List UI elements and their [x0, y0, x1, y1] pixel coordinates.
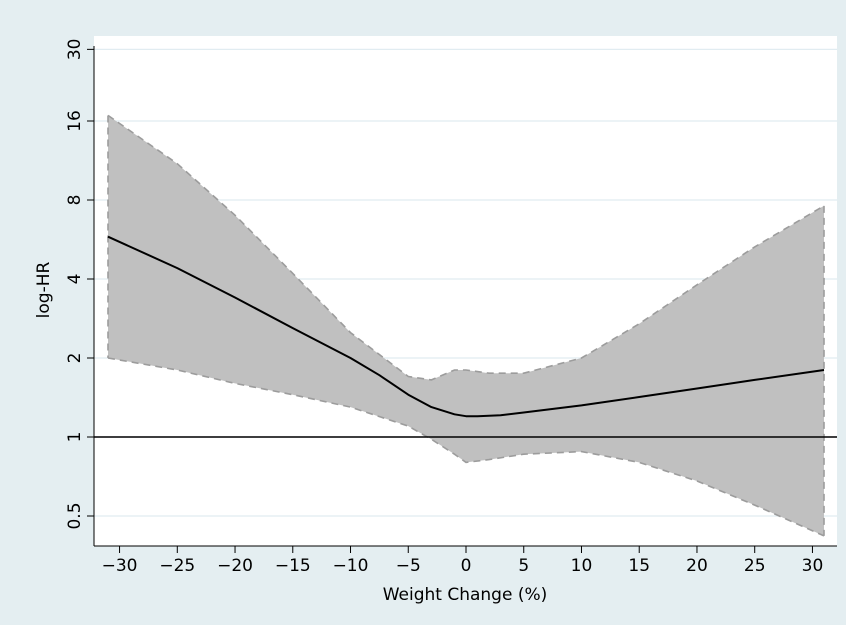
x-tick-label: −20 — [217, 556, 253, 576]
y-tick-label: 8 — [65, 195, 85, 206]
x-tick-label: 15 — [628, 556, 650, 576]
x-tick-label: 0 — [461, 556, 472, 576]
y-tick-label: 2 — [65, 353, 85, 364]
ci-band-fill — [108, 115, 824, 536]
x-axis-label: Weight Change (%) — [383, 585, 548, 605]
axes: 0.5 1 2 4 8 16 30 −30 −25 −20 −15 −10 −5 0 5 10 15 20 25 30 — [65, 39, 837, 576]
y-tick-label: 0.5 — [65, 502, 85, 529]
x-tick-label: −10 — [333, 556, 369, 576]
x-tick-label: 30 — [802, 556, 824, 576]
x-tick-label: 10 — [571, 556, 593, 576]
x-tick-label: −15 — [275, 556, 311, 576]
ci-lower-line — [107, 357, 825, 537]
y-tick-label: 1 — [65, 432, 85, 443]
y-tick-label: 4 — [65, 274, 85, 285]
x-tick-label: −25 — [159, 556, 195, 576]
x-tick-label: −5 — [396, 556, 421, 576]
x-tick-label: 20 — [686, 556, 708, 576]
x-tick-label: 25 — [744, 556, 766, 576]
estimate-line-group — [107, 235, 825, 418]
estimate-line — [107, 235, 825, 418]
ci-upper-line — [107, 114, 825, 381]
y-axis-label: log-HR — [34, 261, 54, 318]
x-tick-label: 5 — [518, 556, 529, 576]
y-tick-label: 16 — [65, 110, 85, 132]
y-tick-label: 30 — [65, 39, 85, 61]
x-tick-label: −30 — [102, 556, 138, 576]
